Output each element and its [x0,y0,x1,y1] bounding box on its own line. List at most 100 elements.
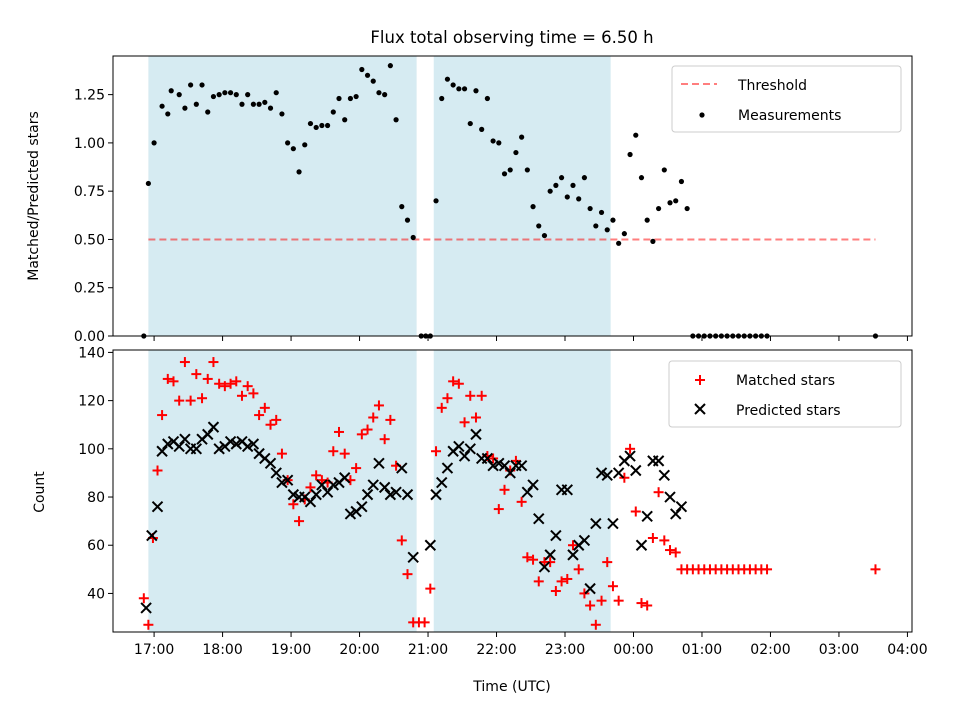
measurement-point [279,111,285,117]
matched-point [143,619,154,630]
predicted-point [607,517,619,530]
matched-point [762,564,773,575]
matched-point [562,573,573,584]
predicted-point [304,496,317,508]
matched-point [613,595,624,606]
y-tick-label: 140 [78,345,105,361]
predicted-point [533,513,545,525]
matched-point [602,557,613,568]
matched-point [453,378,464,389]
matched-point [185,395,196,406]
predicted-point [390,486,402,498]
y-tick-label: 0.00 [74,329,105,345]
predicted-point [624,450,636,462]
matched-point [373,400,384,411]
observing-spans [148,56,611,336]
y-axis-ticks: 0.00 0.25 0.50 0.75 1.00 1.25 [74,88,113,345]
predicted-point [179,433,191,445]
matched-point [665,545,676,556]
plot-frame [112,55,913,337]
predicted-point [151,500,164,513]
measurement-point [581,175,588,181]
predicted-point [276,476,288,489]
measurement-point [558,175,565,181]
measurement-point [461,86,468,92]
predicted-point [601,469,613,482]
matched-point [670,547,681,558]
predicted-point [396,462,408,474]
measurement-point [176,92,182,98]
measurement-point [227,90,234,96]
measurement-point [290,146,296,152]
matched-point [351,463,362,474]
matched-point [379,434,390,445]
chart-title: Flux total observing time = 6.50 h [370,28,653,47]
predicted-point [173,440,185,453]
matched-point [596,595,607,606]
matched-point [528,554,539,565]
matched-points [138,357,881,630]
matched-point [368,412,379,423]
matched-point [465,390,476,401]
predicted-point [146,529,158,542]
measurement-point [233,92,239,98]
measurement-point [347,95,354,102]
predicted-point [630,464,642,477]
predicted-point [287,488,300,501]
predicted-point [670,508,682,520]
observing-span [148,56,417,336]
matched-point [328,446,339,457]
measurement-point [165,111,171,117]
observing-span [433,56,611,336]
measurement-point [376,90,382,96]
predicted-point [430,488,442,501]
y-tick-label: 40 [87,586,105,602]
matched-point [636,598,647,609]
measurement-point [370,78,376,84]
x-tick-label: 21:00 [408,642,448,658]
predicted-point [247,438,260,450]
matched-point [590,619,601,630]
measurement-point [330,109,336,115]
predicted-point [441,462,454,474]
observing-span [433,350,611,632]
measurement-point [324,122,331,129]
measurement-point [593,223,599,229]
matched-point [516,496,527,507]
matched-point [585,600,596,611]
matched-point [630,506,641,517]
measurement-point [616,240,622,246]
matched-marker [695,375,705,385]
predicted-point [498,459,511,472]
measurement-point [382,92,388,98]
legend-predicted-label: Predicted stars [736,403,841,419]
predicted-point [321,486,334,498]
matched-point [214,378,225,389]
predicted-point [578,534,591,547]
y-tick-label: 120 [78,394,105,410]
measurement-point [433,198,439,204]
predicted-point [561,484,573,496]
measurement-point [256,101,262,107]
matched-point [431,446,442,457]
measurement-point [151,140,157,146]
measurement-point [610,217,616,223]
matched-point [219,381,230,392]
measurement-point [404,217,411,223]
measurement-point [621,231,627,237]
matched-point [202,373,213,384]
y-axis-ticks: 40 60 80 100 120 140 [78,345,113,602]
measurement-point [319,122,325,129]
matched-point [647,533,658,543]
predicted-point [316,479,328,491]
matched-point [396,535,407,546]
predicted-point [493,457,505,469]
matched-point [242,381,253,392]
matched-point [271,414,282,425]
measurement-point [553,182,559,188]
matched-point [488,453,499,464]
predicted-point [202,428,214,441]
predicted-point [140,602,152,614]
measurement-point [307,120,314,127]
matched-point [579,588,590,599]
